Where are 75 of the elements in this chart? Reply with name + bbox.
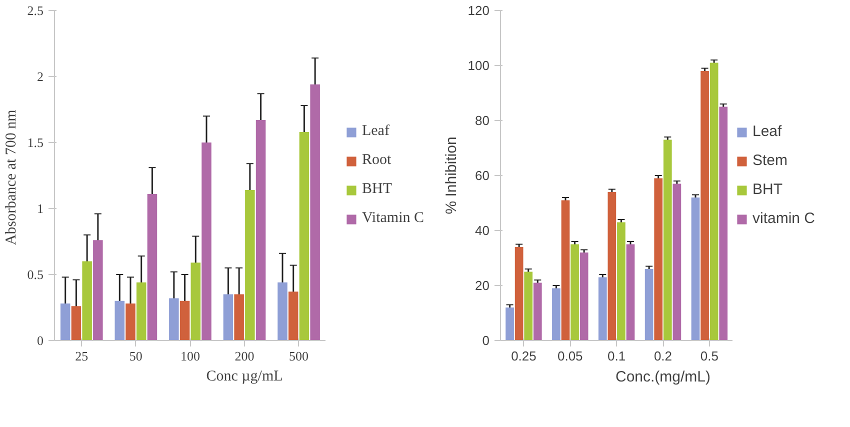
bar	[524, 272, 533, 340]
y-tick-label: 20	[475, 278, 490, 293]
legend-label: Leaf	[752, 123, 782, 140]
bar	[598, 277, 607, 340]
bar	[561, 200, 570, 340]
legend-label: Vitamin C	[362, 210, 424, 227]
x-tick-label: 0.25	[511, 348, 536, 364]
x-tick-label: 100	[180, 348, 200, 364]
legend-label: Root	[362, 152, 392, 169]
bar	[256, 120, 266, 340]
bar	[234, 294, 244, 340]
x-axis-title: Conc.(mg/mL)	[615, 368, 711, 386]
bar	[114, 300, 125, 340]
bar	[608, 192, 616, 340]
bar	[617, 222, 626, 340]
bar	[719, 106, 728, 340]
x-tick-label: 200	[234, 348, 254, 364]
bar	[700, 71, 709, 340]
bar	[299, 132, 310, 340]
y-tick-label: 40	[475, 223, 490, 238]
legend-label: vitamin C	[752, 210, 815, 227]
bar	[245, 190, 255, 340]
y-axis-title: Absorbance at 700 nm	[3, 109, 20, 246]
x-tick-label: 500	[289, 348, 309, 364]
x-tick-label: 0.05	[557, 348, 583, 364]
x-tick-label: 50	[129, 348, 142, 364]
bar	[126, 304, 136, 340]
bar	[644, 269, 654, 340]
y-tick-label: 100	[468, 58, 490, 73]
y-tick-label: 1.5	[27, 135, 44, 150]
bar	[514, 247, 524, 340]
y-tick-label: 0.5	[27, 267, 44, 282]
bar	[278, 282, 288, 340]
x-tick-label: 0.5	[700, 348, 718, 364]
bar	[506, 308, 514, 340]
bar	[626, 244, 635, 340]
bar	[82, 261, 92, 340]
y-tick-label: 80	[475, 113, 490, 128]
x-tick-label: 0.1	[608, 348, 626, 364]
bar	[288, 292, 298, 340]
legend-label: Stem	[752, 152, 788, 169]
bar	[533, 282, 542, 340]
legend-label: Leaf	[362, 123, 390, 140]
bar	[71, 306, 82, 340]
x-axis-title: Conc µg/mL	[206, 368, 283, 384]
bar	[672, 184, 682, 340]
bar	[552, 288, 560, 340]
bar	[93, 240, 103, 340]
y-tick-label: 2.5	[27, 3, 44, 18]
bar	[223, 294, 234, 340]
bar	[310, 84, 320, 340]
bar	[136, 282, 146, 340]
bar	[570, 244, 579, 340]
legend-label: BHT	[362, 181, 392, 198]
y-axis-title: % Inhibition	[442, 136, 460, 214]
y-tick-label: 0	[37, 333, 44, 348]
x-tick-label: 25	[75, 348, 88, 364]
bar	[169, 298, 179, 340]
y-tick-label: 1	[37, 201, 44, 216]
bar	[654, 178, 663, 340]
bar	[691, 198, 700, 340]
bar	[202, 142, 212, 340]
bar	[710, 62, 718, 340]
bar	[663, 140, 672, 340]
bar	[60, 304, 70, 340]
y-tick-label: 2	[37, 69, 44, 84]
y-tick-label: 120	[468, 3, 490, 18]
legend-label: BHT	[752, 181, 782, 198]
y-tick-label: 60	[475, 168, 490, 183]
bar	[180, 300, 190, 340]
bar	[147, 194, 158, 340]
bar	[190, 262, 201, 340]
y-tick-label: 0	[482, 333, 490, 348]
x-tick-label: 0.2	[654, 348, 672, 364]
bar	[580, 252, 588, 340]
